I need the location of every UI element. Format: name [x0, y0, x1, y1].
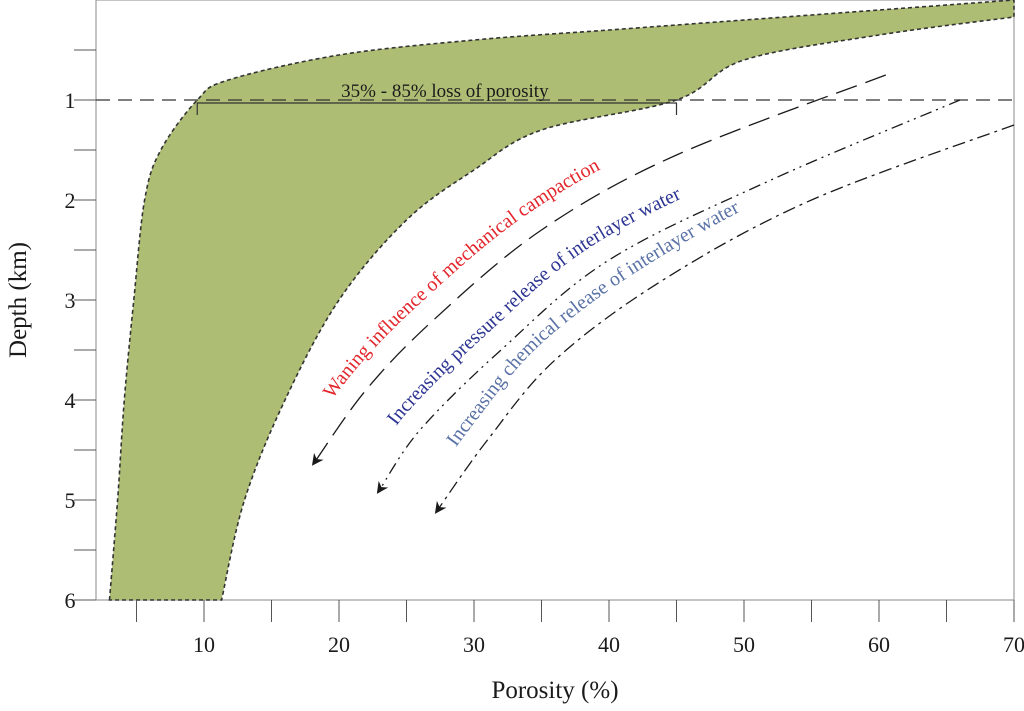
x-axis-title: Porosity (%)	[491, 677, 618, 704]
y-axis-ticks: 1 2 3 4 5 6	[65, 49, 96, 613]
x-tick-label: 50	[733, 632, 755, 657]
porosity-loss-bracket	[196, 102, 678, 115]
x-tick-label: 70	[1003, 632, 1024, 657]
trend-arrow	[311, 74, 887, 466]
trend-arrow	[434, 124, 1015, 514]
y-tick-label: 1	[65, 88, 76, 113]
trend-arrow-label: Increasing pressure release of interlaye…	[383, 183, 685, 429]
y-tick-label: 5	[65, 488, 76, 513]
y-tick-label: 2	[65, 188, 76, 213]
trend-arrow	[376, 99, 961, 494]
porosity-loss-label: 35% - 85% loss of porosity	[341, 81, 549, 102]
x-tick-label: 60	[868, 632, 890, 657]
x-tick-label: 20	[328, 632, 350, 657]
x-tick-label: 40	[598, 632, 620, 657]
x-tick-label: 30	[463, 632, 485, 657]
x-tick-label: 10	[193, 632, 215, 657]
porosity-depth-band	[108, 0, 1015, 601]
y-tick-label: 4	[65, 388, 76, 413]
y-axis-title: Depth (km)	[5, 242, 32, 358]
y-tick-label: 3	[65, 288, 76, 313]
x-axis-ticks: 10 20 30 40 50 60 70	[136, 600, 1024, 657]
y-tick-label: 6	[65, 588, 76, 613]
